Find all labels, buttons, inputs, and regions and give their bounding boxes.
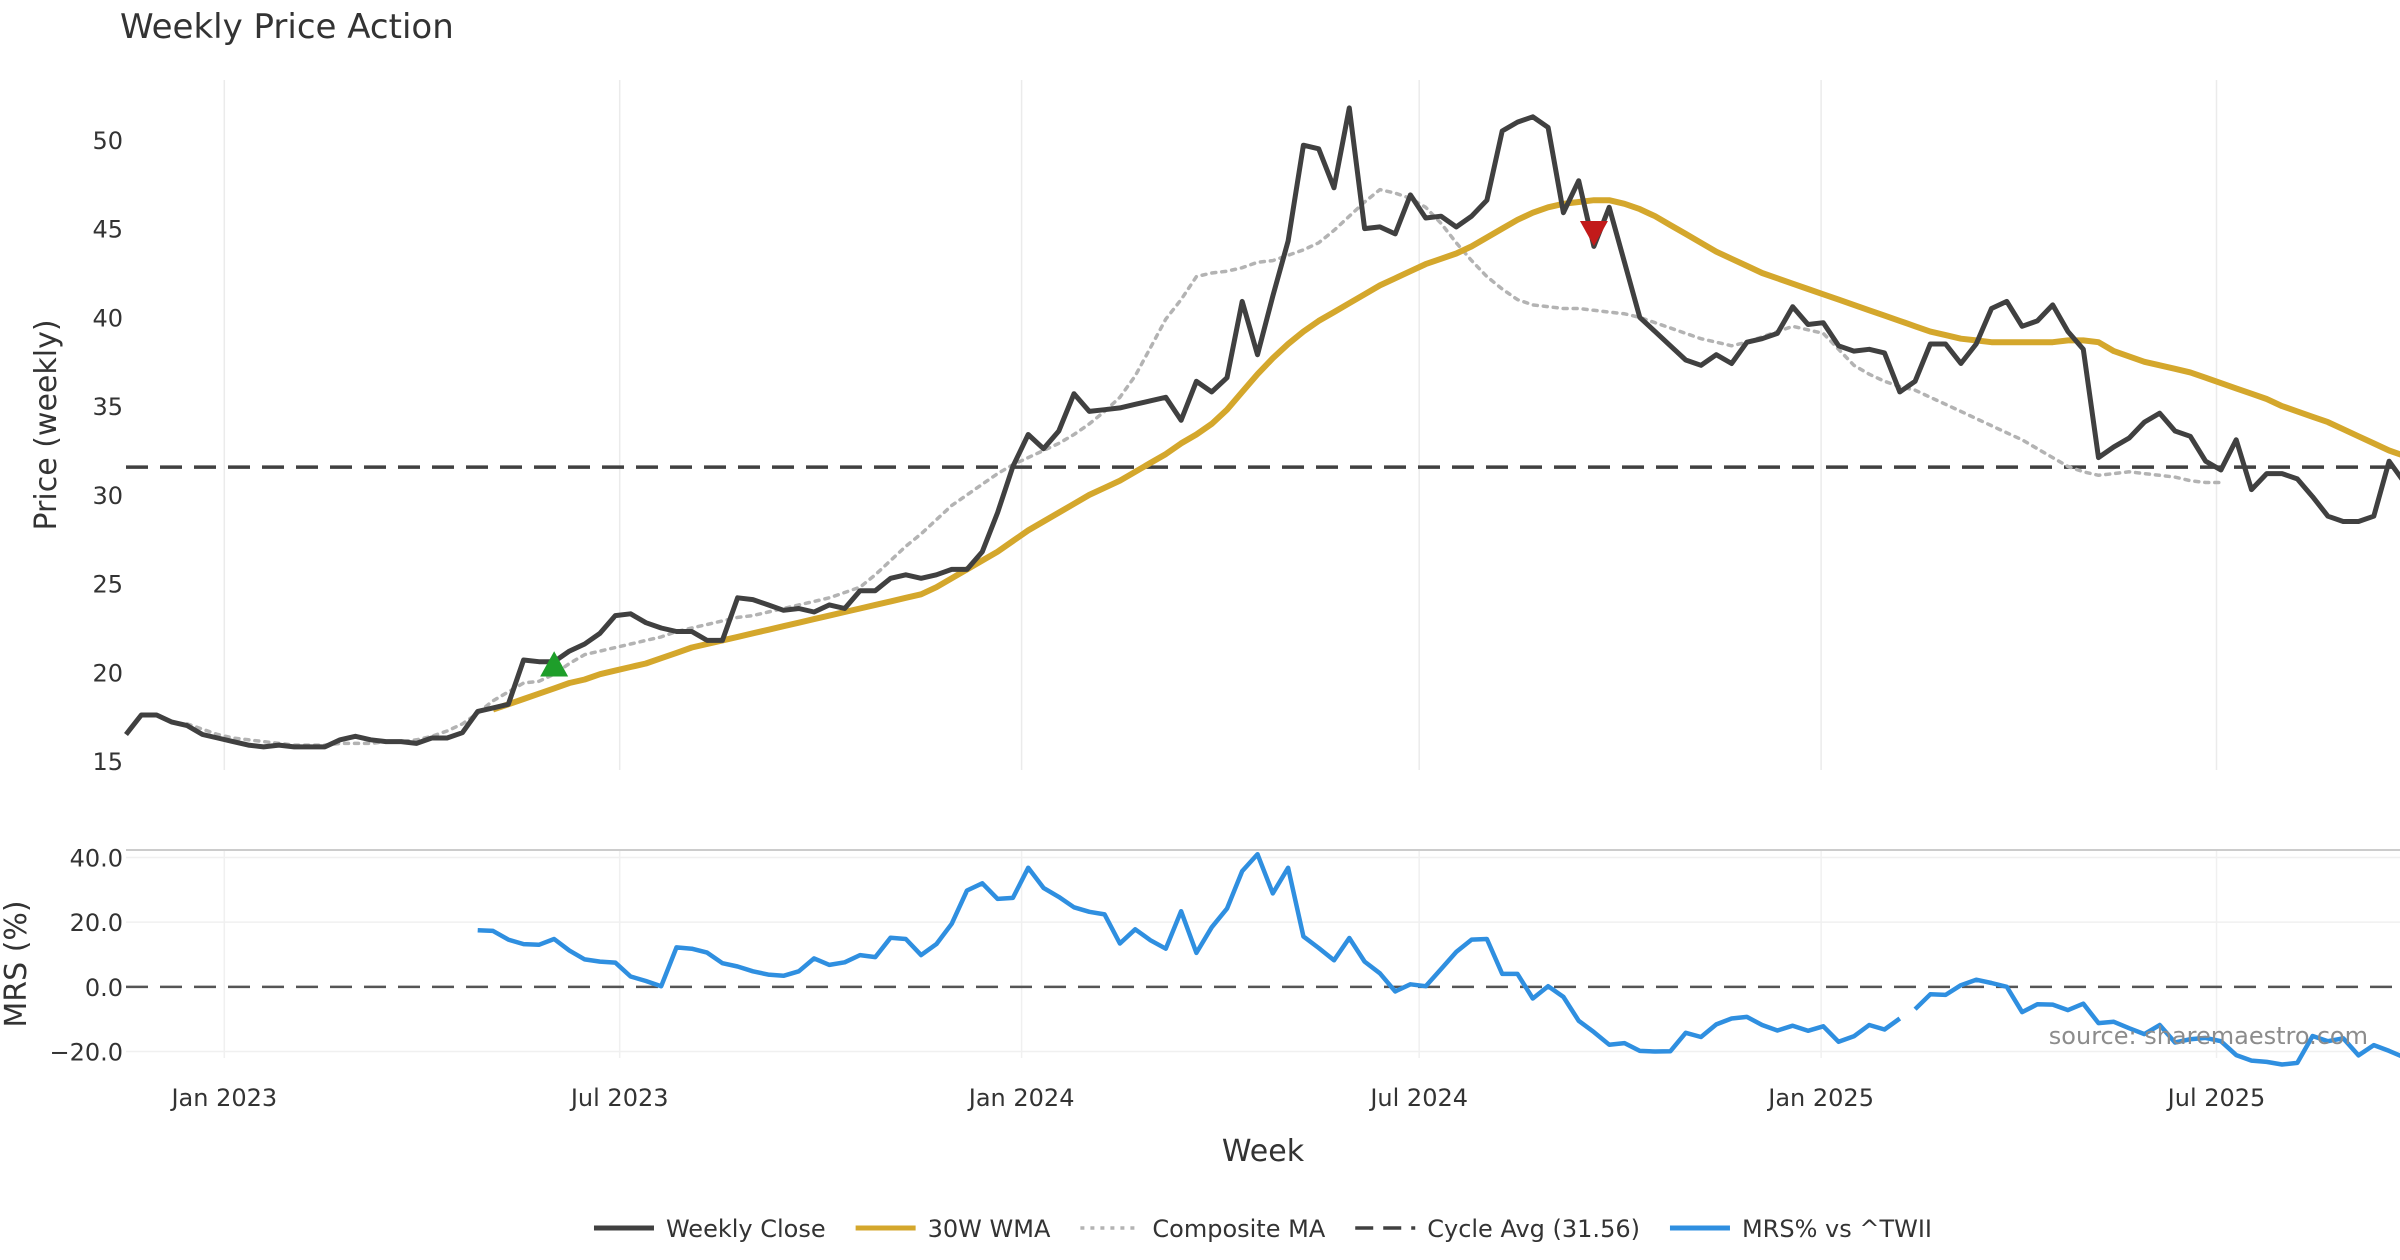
price-y-tick-label: 35 bbox=[92, 393, 123, 421]
x-tick-label: Jan 2025 bbox=[1766, 1084, 1874, 1112]
mrs-grid bbox=[126, 851, 2400, 1058]
series-line-weekly-close bbox=[124, 105, 2400, 750]
signal-markers bbox=[540, 220, 1608, 677]
price-y-tick-label: 40 bbox=[92, 304, 123, 332]
price-y-tick-label: 25 bbox=[92, 571, 123, 599]
x-tick-label: Jul 2023 bbox=[569, 1084, 669, 1112]
series-line-30w-wma bbox=[492, 197, 2400, 713]
mrs-y-tick-label: −20.0 bbox=[49, 1039, 123, 1067]
price-grid bbox=[223, 80, 2218, 770]
price-y-ticks: 15 20 25 30 35 40 45 50 bbox=[92, 127, 123, 776]
price-y-tick-label: 45 bbox=[92, 216, 123, 244]
mrs-y-tick-label: 0.0 bbox=[85, 974, 123, 1002]
legend-label-30w-wma: 30W WMA bbox=[928, 1215, 1051, 1243]
price-y-tick-label: 30 bbox=[92, 482, 123, 510]
mrs-y-axis-title: MRS (%) bbox=[0, 900, 34, 1027]
x-axis-ticks: Jan 2023 Jul 2023 Jan 2024 Jul 2024 Jan 2025… bbox=[169, 1084, 2265, 1112]
x-tick-label: Jan 2024 bbox=[967, 1084, 1075, 1112]
legend: Weekly Close 30W WMA Composite MA Cycle Avg… bbox=[593, 1215, 1932, 1243]
mrs-y-ticks: 40.0 20.0 0.0 −20.0 bbox=[49, 844, 123, 1066]
x-tick-label: Jul 2025 bbox=[2166, 1084, 2266, 1112]
x-tick-label: Jul 2024 bbox=[1368, 1084, 1468, 1112]
mrs-y-tick-label: 40.0 bbox=[70, 844, 123, 872]
series-line-composite-ma bbox=[185, 187, 2223, 747]
chart-title: Weekly Price Action bbox=[120, 7, 454, 47]
buy-signal-marker bbox=[540, 651, 569, 677]
legend-label-composite-ma: Composite MA bbox=[1152, 1215, 1325, 1243]
legend-label-mrs-vs-twii: MRS% vs ^TWII bbox=[1742, 1215, 1932, 1243]
price-y-tick-label: 15 bbox=[92, 748, 123, 776]
sell-signal-marker bbox=[1579, 220, 1608, 247]
mrs-y-tick-label: 20.0 bbox=[70, 909, 123, 937]
source-note: source: sharemaestro.com bbox=[2049, 1022, 2368, 1050]
price-y-tick-label: 50 bbox=[92, 127, 123, 155]
x-axis-title: Week bbox=[1222, 1134, 1305, 1169]
series-line-mrs-vs-twii bbox=[477, 851, 1902, 1054]
price-y-tick-label: 20 bbox=[92, 659, 123, 687]
price-series-group bbox=[124, 105, 2400, 750]
legend-label-weekly-close: Weekly Close bbox=[666, 1215, 826, 1243]
mrs-series-group bbox=[477, 851, 2400, 1067]
x-tick-label: Jan 2023 bbox=[169, 1084, 277, 1112]
series-line-mrs-vs-twii bbox=[1913, 977, 2400, 1067]
price-y-axis-title: Price (weekly) bbox=[29, 319, 64, 530]
legend-label-cycle-avg-31-56: Cycle Avg (31.56) bbox=[1427, 1215, 1640, 1243]
